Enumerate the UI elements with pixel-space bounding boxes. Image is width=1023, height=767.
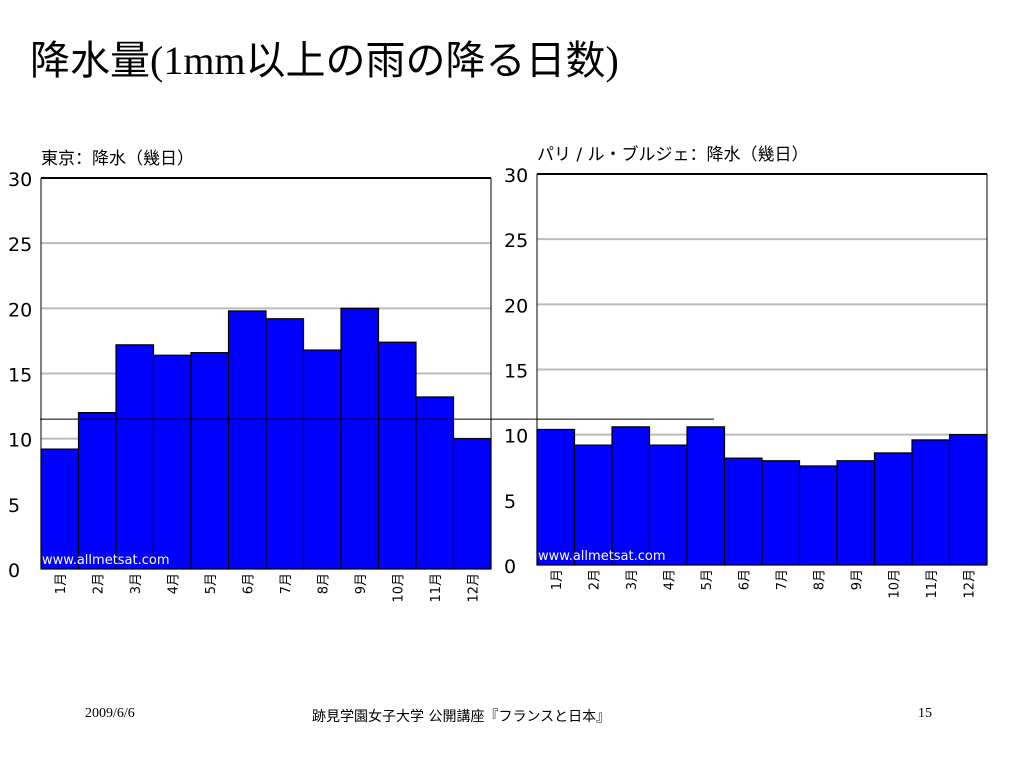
bar-8	[302, 349, 342, 570]
x-tick-label: 11月	[925, 569, 940, 599]
bar-5	[190, 352, 230, 570]
y-tick-label: 30	[8, 169, 32, 191]
bar-1	[40, 448, 80, 570]
title-part-b: (1mm	[150, 38, 246, 83]
bar-7	[761, 460, 801, 566]
bar-11	[415, 396, 455, 570]
y-tick-label: 25	[504, 230, 528, 252]
x-tick-label: 11月	[429, 573, 444, 603]
footer-page-number: 15	[918, 706, 932, 721]
x-tick-label: 5月	[204, 573, 219, 594]
x-tick-label: 2月	[587, 569, 602, 590]
bar-12	[452, 438, 492, 570]
y-tick-label: 10	[8, 430, 32, 452]
y-tick-label: 5	[8, 495, 20, 517]
title-part-d: )	[605, 38, 619, 83]
y-tick-label: 15	[8, 365, 32, 387]
bar-12	[948, 434, 988, 566]
x-tick-label: 4月	[662, 569, 677, 590]
footer-date: 2009/6/6	[85, 706, 135, 721]
y-tick-label: 15	[504, 361, 528, 383]
x-tick-label: 1月	[54, 573, 69, 594]
x-tick-label: 6月	[241, 573, 256, 594]
x-tick-label: 10月	[887, 569, 902, 599]
y-tick-label: 5	[504, 491, 516, 513]
y-tick-label: 25	[8, 234, 32, 256]
bar-7	[265, 318, 305, 570]
x-tick-label: 3月	[625, 569, 640, 590]
x-tick-label: 6月	[737, 569, 752, 590]
y-tick-label: 0	[8, 560, 20, 582]
x-tick-label: 9月	[354, 573, 369, 594]
bar-9	[836, 460, 876, 566]
chart-title: パリ / ル・ブルジェ：降水（幾日）	[537, 144, 809, 165]
x-tick-label: 12月	[466, 573, 481, 603]
bar-6	[723, 457, 763, 566]
bar-6	[227, 310, 267, 570]
title-part-c: 以上の雨の降る日数	[245, 38, 606, 84]
x-tick-label: 4月	[166, 573, 181, 594]
y-tick-label: 10	[504, 426, 528, 448]
watermark: www.allmetsat.com	[42, 553, 170, 568]
bar-2	[77, 412, 117, 570]
bar-3	[115, 344, 155, 570]
bar-1	[536, 428, 576, 566]
footer-course: 跡見学園女子大学 公開講座『フランスと日本』	[312, 709, 611, 725]
tokyo-precipitation-chart: 東京：降水（幾日） 0 5 10 15 20 25 30 www.allmetsat.com 1月…	[8, 149, 492, 603]
bar-5	[686, 426, 726, 566]
x-tick-label: 7月	[279, 573, 294, 594]
watermark: www.allmetsat.com	[538, 549, 666, 564]
x-tick-label: 7月	[775, 569, 790, 590]
x-tick-label: 5月	[700, 569, 715, 590]
bar-4	[648, 444, 688, 566]
x-tick-label: 1月	[550, 569, 565, 590]
x-tick-label: 3月	[129, 573, 144, 594]
x-tick-label: 9月	[850, 569, 865, 590]
x-tick-label: 8月	[316, 573, 331, 594]
y-tick-label: 20	[504, 295, 528, 317]
chart-title: 東京：降水（幾日）	[41, 149, 194, 169]
bar-10	[873, 452, 913, 566]
bar-8	[798, 465, 838, 566]
x-tick-label: 10月	[391, 573, 406, 603]
y-tick-label: 30	[504, 165, 528, 187]
y-tick-label: 0	[504, 556, 516, 578]
bar-4	[152, 354, 192, 570]
title-part-a: 降水量	[30, 38, 150, 84]
paris-precipitation-chart: パリ / ル・ブルジェ：降水（幾日） 0 5 10 15 20 25 30 www.allmet…	[504, 144, 988, 599]
x-tick-label: 12月	[962, 569, 977, 599]
slide-title: 降水量(1mm以上の雨の降る日数)	[30, 28, 619, 86]
x-tick-label: 2月	[91, 573, 106, 594]
x-tick-label: 8月	[812, 569, 827, 590]
y-tick-label: 20	[8, 299, 32, 321]
bar-11	[911, 439, 951, 566]
